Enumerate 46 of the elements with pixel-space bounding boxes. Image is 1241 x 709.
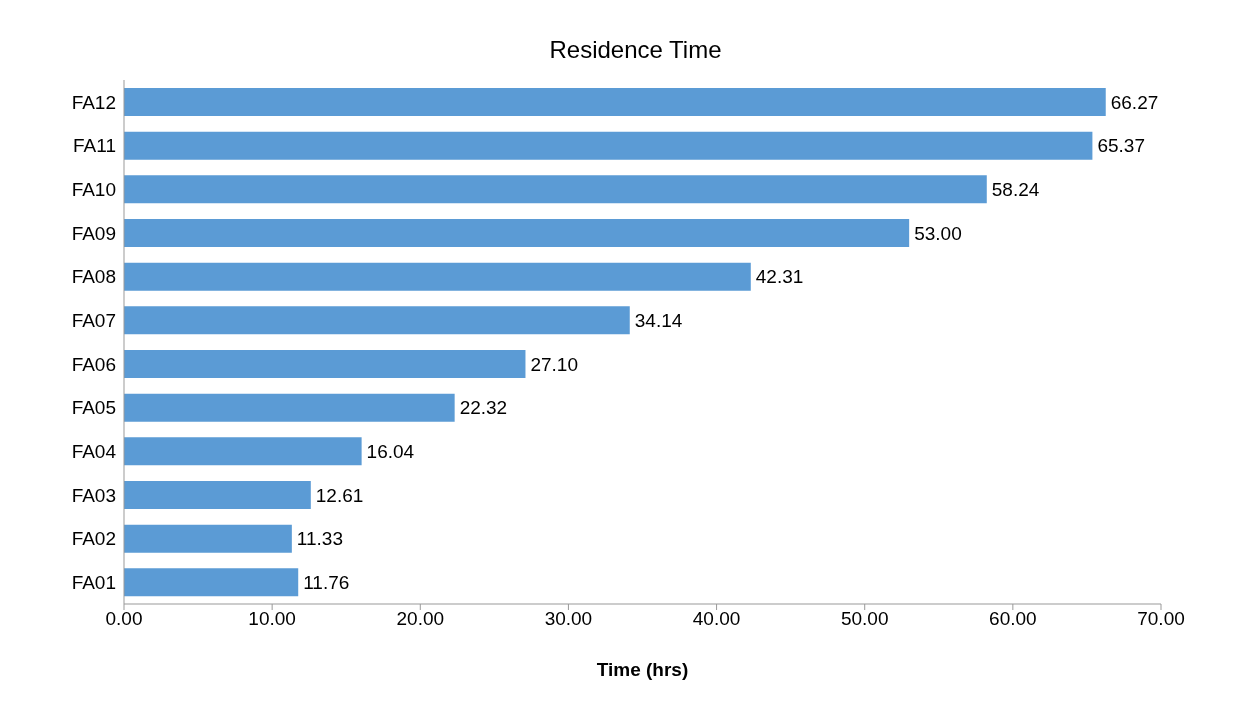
data-label: 27.10 xyxy=(530,353,579,375)
y-tick-label: FA08 xyxy=(71,266,116,288)
bar xyxy=(124,393,455,422)
bar xyxy=(124,306,630,335)
data-label: 11.76 xyxy=(303,572,350,594)
x-tick-label: 60.00 xyxy=(989,608,1037,630)
bar xyxy=(124,131,1093,160)
y-tick-label: FA04 xyxy=(71,440,117,462)
y-tick-label: FA06 xyxy=(71,353,116,375)
y-tick-label: FA09 xyxy=(71,222,116,244)
bar xyxy=(124,88,1106,116)
bar xyxy=(124,437,362,466)
y-tick-label: FA01 xyxy=(71,571,116,593)
x-tick-label: 70.00 xyxy=(1137,608,1185,630)
data-label: 53.00 xyxy=(914,222,962,244)
data-label: 34.14 xyxy=(634,310,683,332)
bar xyxy=(124,524,292,553)
data-label: 42.31 xyxy=(755,266,804,288)
bar xyxy=(124,219,910,247)
chart-title: Residence Time xyxy=(548,35,723,64)
x-tick-label: 10.00 xyxy=(248,608,296,630)
x-axis-title: Time (hrs) xyxy=(596,659,689,680)
bar xyxy=(124,350,526,378)
y-tick-label: FA12 xyxy=(71,91,116,113)
data-label: 58.24 xyxy=(991,179,1040,201)
y-tick-label: FA03 xyxy=(71,484,116,506)
y-tick-label: FA11 xyxy=(73,135,116,157)
y-tick-label: FA07 xyxy=(71,309,116,331)
data-label: 65.37 xyxy=(1097,135,1145,157)
x-tick-label: 40.00 xyxy=(692,608,741,630)
data-label: 22.32 xyxy=(459,397,508,419)
x-tick-label: 50.00 xyxy=(840,608,889,630)
bar xyxy=(124,262,751,291)
data-label: 12.61 xyxy=(315,484,364,506)
x-tick-label: 30.00 xyxy=(544,608,593,630)
y-tick-label: FA10 xyxy=(71,178,116,200)
data-label: 66.27 xyxy=(1110,91,1159,113)
bar xyxy=(124,481,311,509)
x-tick-label: 0.00 xyxy=(105,608,143,630)
y-tick-label: FA02 xyxy=(71,528,116,550)
bar xyxy=(124,175,987,204)
x-tick-label: 20.00 xyxy=(396,608,445,630)
data-label: 16.04 xyxy=(366,441,415,463)
data-label: 11.33 xyxy=(296,528,343,550)
bar xyxy=(124,568,299,597)
y-tick-label: FA05 xyxy=(71,397,116,419)
